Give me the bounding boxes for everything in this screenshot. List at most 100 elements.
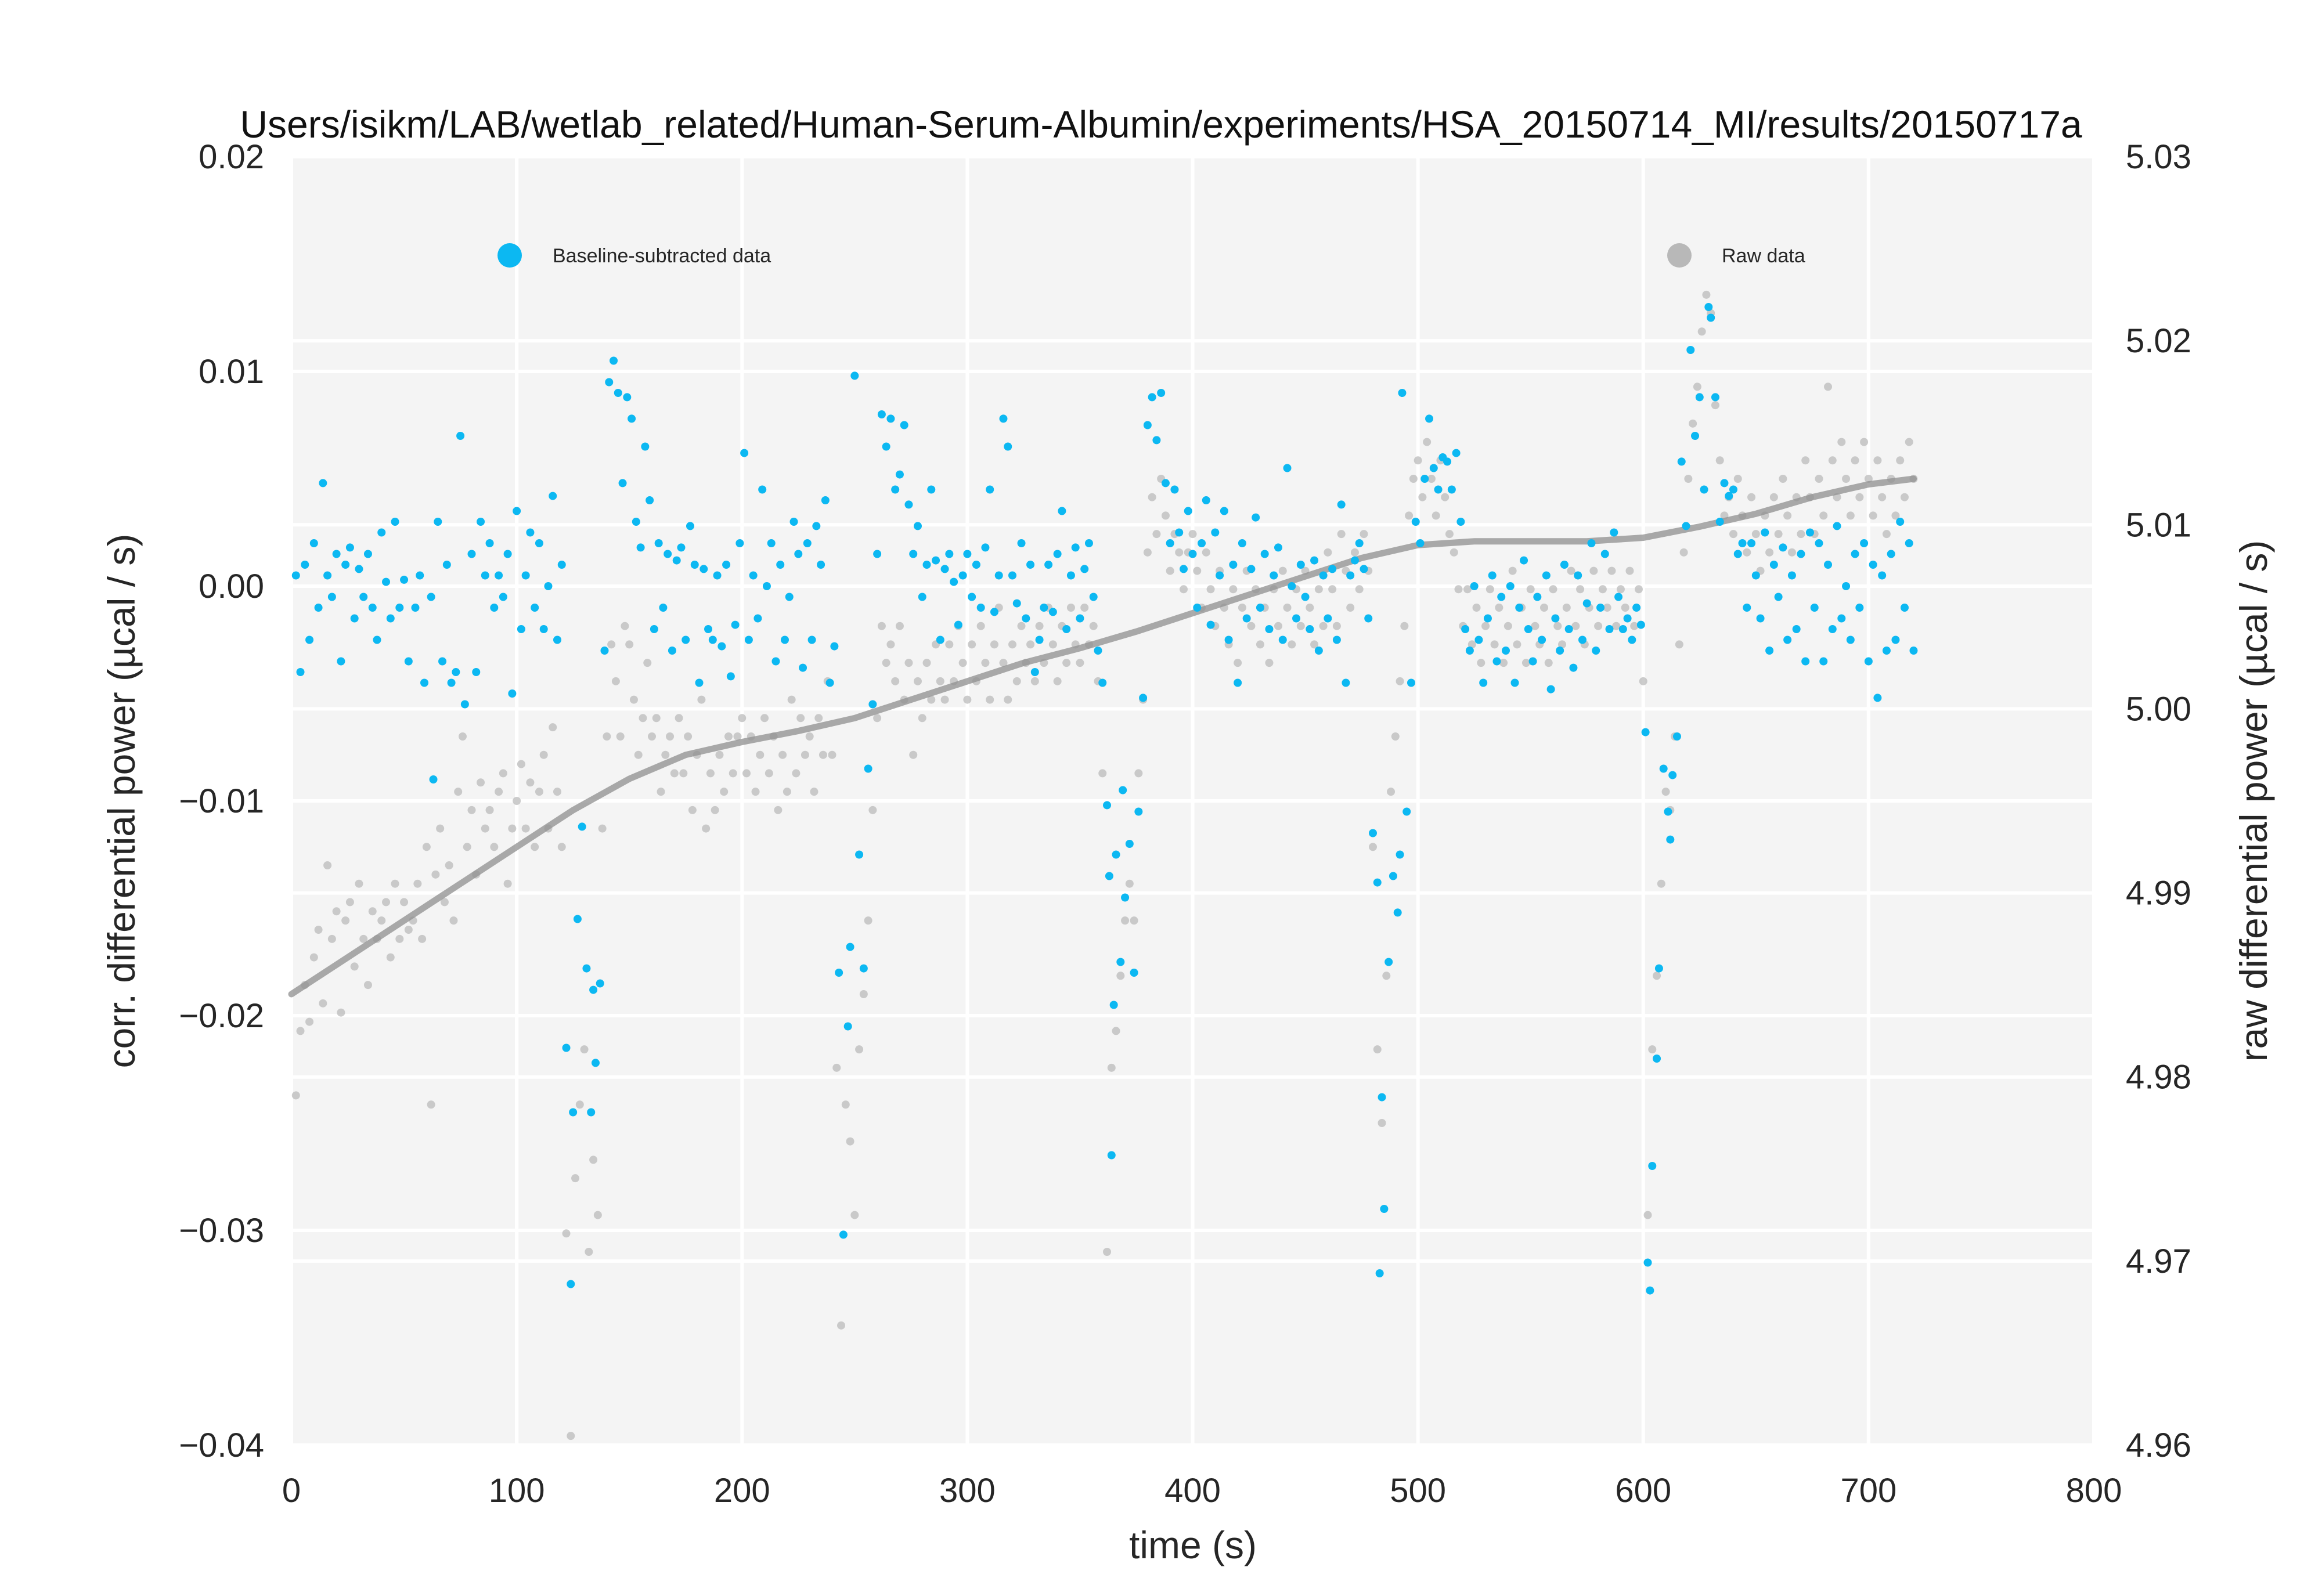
raw-data-point [1400, 622, 1409, 630]
raw-data-point [319, 999, 327, 1008]
raw-data-point [490, 843, 499, 851]
raw-data-point [904, 659, 913, 667]
baseline-data-point [904, 500, 913, 509]
raw-data-point [382, 898, 391, 907]
baseline-data-point [1364, 614, 1373, 623]
baseline-data-point [1783, 635, 1792, 644]
baseline-data-point [1332, 635, 1341, 644]
raw-data-point [1369, 843, 1377, 851]
raw-data-point [1621, 604, 1629, 612]
baseline-data-point [1234, 678, 1242, 687]
baseline-data-point [1623, 614, 1632, 623]
raw-data-point [1391, 732, 1400, 741]
baseline-data-point [1805, 528, 1814, 537]
raw-data-point [1048, 640, 1057, 649]
baseline-data-point [990, 608, 998, 616]
raw-data-point [1689, 419, 1697, 428]
raw-data-point [1116, 972, 1125, 980]
raw-data-point [337, 1008, 345, 1017]
raw-data-point [927, 695, 936, 704]
raw-data-point [1278, 566, 1287, 575]
raw-data-point [1012, 677, 1021, 685]
raw-data-point [1860, 438, 1869, 446]
baseline-data-point [771, 657, 780, 666]
baseline-data-point [976, 604, 985, 612]
raw-data-point [1004, 695, 1012, 704]
raw-data-point [1643, 1211, 1652, 1219]
baseline-data-point [535, 539, 543, 547]
baseline-data-point [1891, 635, 1900, 644]
raw-data-point [1066, 604, 1075, 612]
baseline-data-point [758, 485, 767, 494]
raw-data-point [1711, 401, 1719, 410]
raw-data-point [1675, 640, 1683, 649]
raw-data-point [571, 1174, 580, 1183]
baseline-data-point [1779, 543, 1787, 552]
baseline-data-point [1792, 625, 1801, 633]
x-tick-label: 800 [2066, 1472, 2122, 1510]
baseline-data-point [731, 620, 740, 629]
raw-data-point [611, 677, 620, 685]
raw-data-point [1846, 511, 1855, 520]
baseline-data-point [569, 1108, 578, 1117]
baseline-data-point [1324, 614, 1332, 623]
raw-data-point [1787, 548, 1796, 557]
raw-data-point [1594, 622, 1603, 630]
baseline-data-point [557, 561, 566, 569]
baseline-data-point [1296, 561, 1305, 569]
baseline-data-point [1828, 625, 1837, 633]
baseline-data-point [1112, 850, 1120, 859]
baseline-data-point [562, 1043, 571, 1052]
baseline-data-point [895, 470, 904, 479]
raw-data-point [733, 732, 742, 741]
raw-data-point [868, 806, 877, 814]
baseline-data-point [963, 550, 972, 558]
x-tick-label: 100 [489, 1472, 545, 1510]
raw-data-point [1769, 493, 1778, 501]
baseline-data-point [868, 700, 877, 709]
x-tick-label: 700 [1840, 1472, 1896, 1510]
baseline-data-point [1161, 479, 1170, 488]
baseline-data-point [1515, 604, 1524, 612]
raw-data-point [341, 916, 350, 925]
raw-data-point [864, 916, 872, 925]
baseline-data-point [490, 604, 499, 612]
raw-data-point [909, 750, 918, 759]
raw-data-point [1869, 511, 1877, 520]
baseline-data-point [582, 964, 591, 973]
raw-data-point [1697, 327, 1706, 336]
baseline-data-point [1743, 604, 1751, 612]
raw-data-point [1130, 916, 1138, 925]
baseline-data-point [1220, 507, 1228, 515]
baseline-data-point [1610, 528, 1618, 537]
baseline-data-point [623, 393, 632, 402]
raw-data-point [1328, 585, 1337, 594]
baseline-data-point [1080, 565, 1089, 573]
baseline-data-point [1062, 625, 1071, 633]
baseline-data-point [1105, 872, 1113, 880]
baseline-data-point [1017, 539, 1026, 547]
baseline-data-point [1166, 539, 1174, 547]
raw-data-point [585, 1248, 593, 1256]
baseline-data-point [780, 635, 789, 644]
raw-data-point [986, 695, 994, 704]
baseline-data-point [1184, 507, 1192, 515]
baseline-data-point [740, 449, 749, 457]
baseline-data-point [891, 485, 900, 494]
baseline-data-point [1551, 614, 1560, 623]
baseline-data-point [420, 678, 428, 687]
baseline-data-point [573, 915, 582, 923]
raw-data-point [886, 640, 895, 649]
baseline-data-point [1071, 543, 1080, 552]
raw-data-point [477, 778, 485, 787]
x-tick-label: 400 [1164, 1472, 1221, 1510]
baseline-data-point [708, 635, 717, 644]
baseline-data-point [1855, 604, 1864, 612]
baseline-data-point [821, 496, 830, 504]
baseline-data-point [672, 556, 681, 565]
baseline-data-point [1909, 647, 1918, 655]
raw-data-point [922, 659, 931, 667]
raw-data-point [1188, 530, 1197, 539]
baseline-data-point [1411, 518, 1420, 526]
raw-data-point [1589, 566, 1598, 575]
